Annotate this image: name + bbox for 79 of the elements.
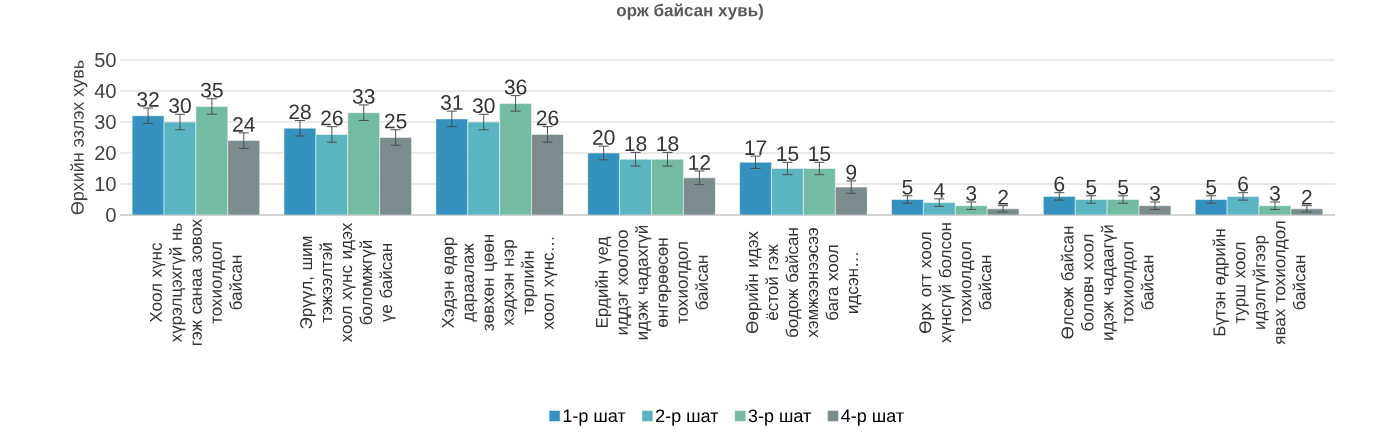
data-label: 3 <box>1269 185 1280 201</box>
data-label: 4 <box>933 183 945 198</box>
data-label: 25 <box>385 113 407 129</box>
x-tick-label: Хэдэн өдөр дараалаж зөвхөн цөөн хэдхэн нэр төрлийн хоол хүнс… <box>442 235 558 331</box>
bar <box>499 103 532 215</box>
data-label: 35 <box>201 82 223 98</box>
bar <box>195 106 229 215</box>
y-tick-label: 40 <box>94 83 116 99</box>
bar <box>435 118 469 215</box>
data-label: 2 <box>998 189 1008 205</box>
bar <box>283 127 317 215</box>
data-label: 5 <box>1118 179 1129 195</box>
bar <box>163 121 197 215</box>
data-label: 26 <box>536 110 559 126</box>
bar <box>803 168 836 215</box>
data-label: 31 <box>440 95 463 110</box>
data-label: 6 <box>1054 176 1065 192</box>
data-label: 30 <box>472 98 495 114</box>
data-label: 3 <box>1149 185 1160 201</box>
bar <box>379 137 412 215</box>
chart-title: орж байсан хувь) <box>616 3 763 20</box>
y-tick-label: 20 <box>95 145 116 161</box>
y-tick-label: 30 <box>95 114 116 130</box>
bar <box>1106 199 1140 215</box>
legend-label: 2-р шат <box>656 409 719 426</box>
bar <box>1043 196 1076 215</box>
x-tick-label: Өөрийн идэх ёстой гэж бодож байсан хэмжээнээсээ бага хоол идсэн… <box>745 228 862 338</box>
bar <box>347 112 380 215</box>
data-label: 5 <box>902 179 913 195</box>
bar <box>587 152 620 215</box>
data-label: 18 <box>657 136 679 152</box>
bar <box>1226 196 1260 215</box>
data-label: 17 <box>745 140 767 155</box>
legend-label: 3-р шат <box>748 409 811 426</box>
data-label: 6 <box>1238 176 1248 192</box>
data-label: 9 <box>846 164 857 180</box>
x-tick-label: Эрүүл, шим тэжээлтэй хоол хүнс идэх боломжгүй үе байсан <box>300 222 396 343</box>
data-label: 2 <box>1302 189 1312 205</box>
bar <box>651 158 684 215</box>
data-label: 20 <box>593 130 615 145</box>
bar <box>131 115 165 215</box>
data-label: 15 <box>777 146 799 162</box>
legend-label: 1-р шат <box>563 409 626 426</box>
y-tick-label: 10 <box>95 176 116 192</box>
data-label: 24 <box>233 116 255 132</box>
y-tick-label: 0 <box>106 207 116 223</box>
x-tick-label: Бүтэн өдрийн турш хоол идэлгүйгээр явах тохиолдол байсан <box>1212 221 1306 345</box>
bar <box>771 168 804 215</box>
bar <box>227 140 260 215</box>
bar <box>835 186 868 215</box>
bar <box>739 162 772 215</box>
data-label: 5 <box>1086 179 1097 195</box>
data-label: 5 <box>1206 179 1217 195</box>
y-axis-title: Өрхийн эзлэх хувь <box>70 60 88 215</box>
bar <box>531 134 564 215</box>
x-tick-label: Хоол хүнс хүрэлцэхгүй нь гэж санаа зовох тохиолдол байсан <box>150 218 242 346</box>
data-label: 36 <box>504 79 527 95</box>
bar <box>1258 205 1292 215</box>
bar <box>1075 199 1108 215</box>
bar <box>683 177 716 215</box>
data-label: 3 <box>966 185 977 201</box>
legend-label: 4-р шат <box>841 409 904 426</box>
x-tick-label: Өрх огт хоол хүнсгүй болсон тохиолдол байсан <box>919 223 992 343</box>
data-label: 18 <box>625 136 647 152</box>
data-label: 28 <box>289 104 311 120</box>
y-tick-label: 50 <box>95 52 116 68</box>
bar <box>315 134 349 215</box>
x-tick-label: Өлсөж байсан боловч хоол идэж чадаагүй тохиолдол байсан <box>1060 225 1154 340</box>
data-label: 26 <box>321 110 343 126</box>
bar <box>891 199 924 215</box>
bar <box>619 158 652 215</box>
bar <box>1194 199 1228 215</box>
data-label: 12 <box>689 155 710 170</box>
x-tick-label: Ердийн үед иддэг хоолоо идэж чадахгүй өнгөрөөсөн тохиолдол байсан <box>595 225 708 340</box>
data-label: 32 <box>137 91 159 107</box>
data-label: 15 <box>809 146 831 162</box>
bar <box>467 121 500 215</box>
data-label: 30 <box>169 98 191 114</box>
data-label: 33 <box>352 88 375 104</box>
